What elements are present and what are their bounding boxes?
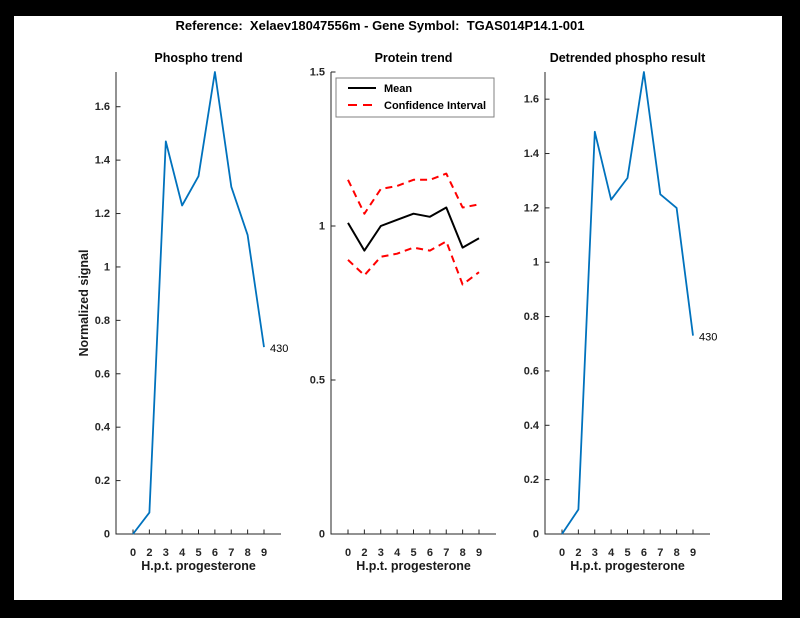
- y-tick-label: 0.4: [95, 422, 111, 434]
- series-line-phospho-signal: [132, 71, 265, 535]
- series-line-confidence-interval-lower: [347, 240, 480, 286]
- y-tick-label: 0.8: [524, 311, 539, 323]
- y-tick-label: 1: [104, 261, 110, 273]
- x-tick-label: 0: [345, 547, 351, 559]
- x-axis-label: H.p.t. progesterone: [356, 559, 471, 573]
- y-tick-label: 0.5: [310, 375, 325, 387]
- y-tick-label: 0.6: [95, 368, 110, 380]
- y-tick-label: 1.2: [95, 208, 110, 220]
- x-tick-label: 5: [624, 547, 630, 559]
- y-tick-label: 0.6: [524, 365, 539, 377]
- y-tick-label: 0.2: [95, 475, 110, 487]
- y-tick-label: 1: [533, 257, 539, 269]
- x-tick-label: 0: [130, 547, 136, 559]
- x-tick-label: 3: [378, 547, 384, 559]
- x-tick-label: 9: [690, 547, 696, 559]
- legend: Mean Confidence Interval: [335, 77, 495, 118]
- x-tick-label: 2: [146, 547, 152, 559]
- x-tick-label: 7: [443, 547, 449, 559]
- chart-phospho-trend: 00.20.40.60.811.21.41.60 2 3 4 5 6 7 8 9Phospho …: [77, 51, 288, 573]
- x-tick-label: 5: [195, 547, 201, 559]
- x-tick-label: 4: [179, 547, 186, 559]
- series-end-label: 430: [699, 332, 717, 344]
- x-tick-label: 9: [261, 547, 267, 559]
- x-tick-label: 7: [228, 547, 234, 559]
- x-tick-label: 3: [163, 547, 169, 559]
- y-tick-label: 1.4: [524, 148, 540, 160]
- series-line-detrended-phospho-signal: [561, 71, 694, 535]
- charts-group: 00.20.40.60.811.21.41.60 2 3 4 5 6 7 8 9Phospho …: [77, 51, 717, 573]
- series-end-label: 430: [270, 343, 288, 355]
- series-line-confidence-interval-upper: [347, 172, 480, 215]
- x-axis-label: H.p.t. progesterone: [141, 559, 256, 573]
- x-tick-label: 2: [575, 547, 581, 559]
- y-tick-label: 1.4: [95, 155, 111, 167]
- x-tick-label: 2: [361, 547, 367, 559]
- x-tick-label: 9: [476, 547, 482, 559]
- y-tick-label: 0: [104, 529, 110, 541]
- y-tick-label: 1.2: [524, 202, 539, 214]
- x-tick-label: 5: [410, 547, 416, 559]
- legend-box: [335, 77, 495, 118]
- y-tick-label: 0.8: [95, 315, 110, 327]
- x-tick-label: 8: [674, 547, 680, 559]
- figure-title: Reference: Xelaev18047556m - Gene Symbol…: [176, 18, 585, 33]
- subplot-title: Detrended phospho result: [550, 51, 706, 65]
- y-tick-label: 1.5: [310, 67, 325, 79]
- legend-label-confidence-interval: Confidence Interval: [384, 100, 486, 112]
- x-tick-label: 7: [657, 547, 663, 559]
- y-tick-label: 0.4: [524, 420, 540, 432]
- y-tick-label: 0: [319, 529, 325, 541]
- x-tick-label: 3: [592, 547, 598, 559]
- x-tick-label: 4: [608, 547, 615, 559]
- x-tick-label: 6: [427, 547, 433, 559]
- y-tick-label: 1.6: [95, 101, 110, 113]
- x-tick-label: 4: [394, 547, 401, 559]
- y-tick-label: 1: [319, 221, 325, 233]
- y-tick-label: 0.2: [524, 474, 539, 486]
- legend-label-mean: Mean: [384, 83, 412, 95]
- subplot-title: Phospho trend: [154, 51, 242, 65]
- y-tick-label: 0: [533, 529, 539, 541]
- y-tick-label: 1.6: [524, 94, 539, 106]
- x-tick-label: 8: [245, 547, 251, 559]
- series-line-mean: [347, 206, 480, 252]
- chart-detrended-phospho-result: 00.20.40.60.811.21.41.60 2 3 4 5 6 7 8 9Detrende…: [524, 51, 718, 573]
- x-tick-label: 8: [460, 547, 466, 559]
- x-axis-label: H.p.t. progesterone: [570, 559, 685, 573]
- subplot-title: Protein trend: [375, 51, 453, 65]
- x-tick-label: 6: [212, 547, 218, 559]
- x-tick-label: 6: [641, 547, 647, 559]
- y-axis-label: Normalized signal: [77, 250, 91, 357]
- x-tick-label: 0: [559, 547, 565, 559]
